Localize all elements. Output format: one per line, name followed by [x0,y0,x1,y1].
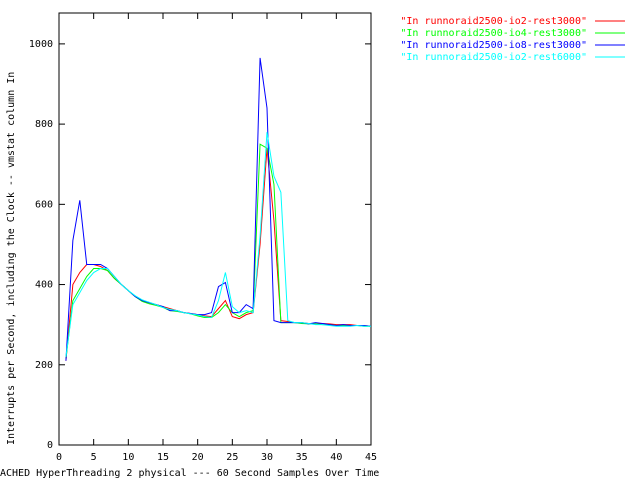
y-tick-label: 200 [35,360,53,371]
x-tick-label: 10 [122,452,134,463]
x-tick-label: 0 [56,452,62,463]
y-tick-label: 0 [47,440,53,451]
y-tick-label: 800 [35,119,53,130]
x-tick-label: 30 [261,452,273,463]
x-tick-label: 40 [330,452,342,463]
x-tick-label: 5 [91,452,97,463]
legend-label: "In runnoraid2500-io4-rest3000" [400,28,587,39]
y-axis-label: Interrupts per Second, including the Clo… [6,72,17,445]
x-axis-label: ACHED HyperThreading 2 physical --- 60 S… [0,468,379,479]
legend-label: "In runnoraid2500-io2-rest3000" [400,16,587,27]
x-tick-label: 20 [192,452,204,463]
plot-frame [58,12,372,446]
x-tick-label: 25 [226,452,238,463]
series-line [65,57,372,361]
series-line [65,143,371,359]
y-tick-label: 600 [35,199,53,210]
legend-label: "In runnoraid2500-io8-rest3000" [400,40,587,51]
legend-label: "In runnoraid2500-io2-rest6000" [400,52,587,63]
series-line [65,132,371,357]
x-tick-label: 35 [296,452,308,463]
y-tick-label: 400 [35,280,53,291]
series-line [65,148,372,361]
x-tick-label: 15 [157,452,169,463]
x-tick-label: 45 [365,452,377,463]
y-tick-label: 1000 [29,39,53,50]
